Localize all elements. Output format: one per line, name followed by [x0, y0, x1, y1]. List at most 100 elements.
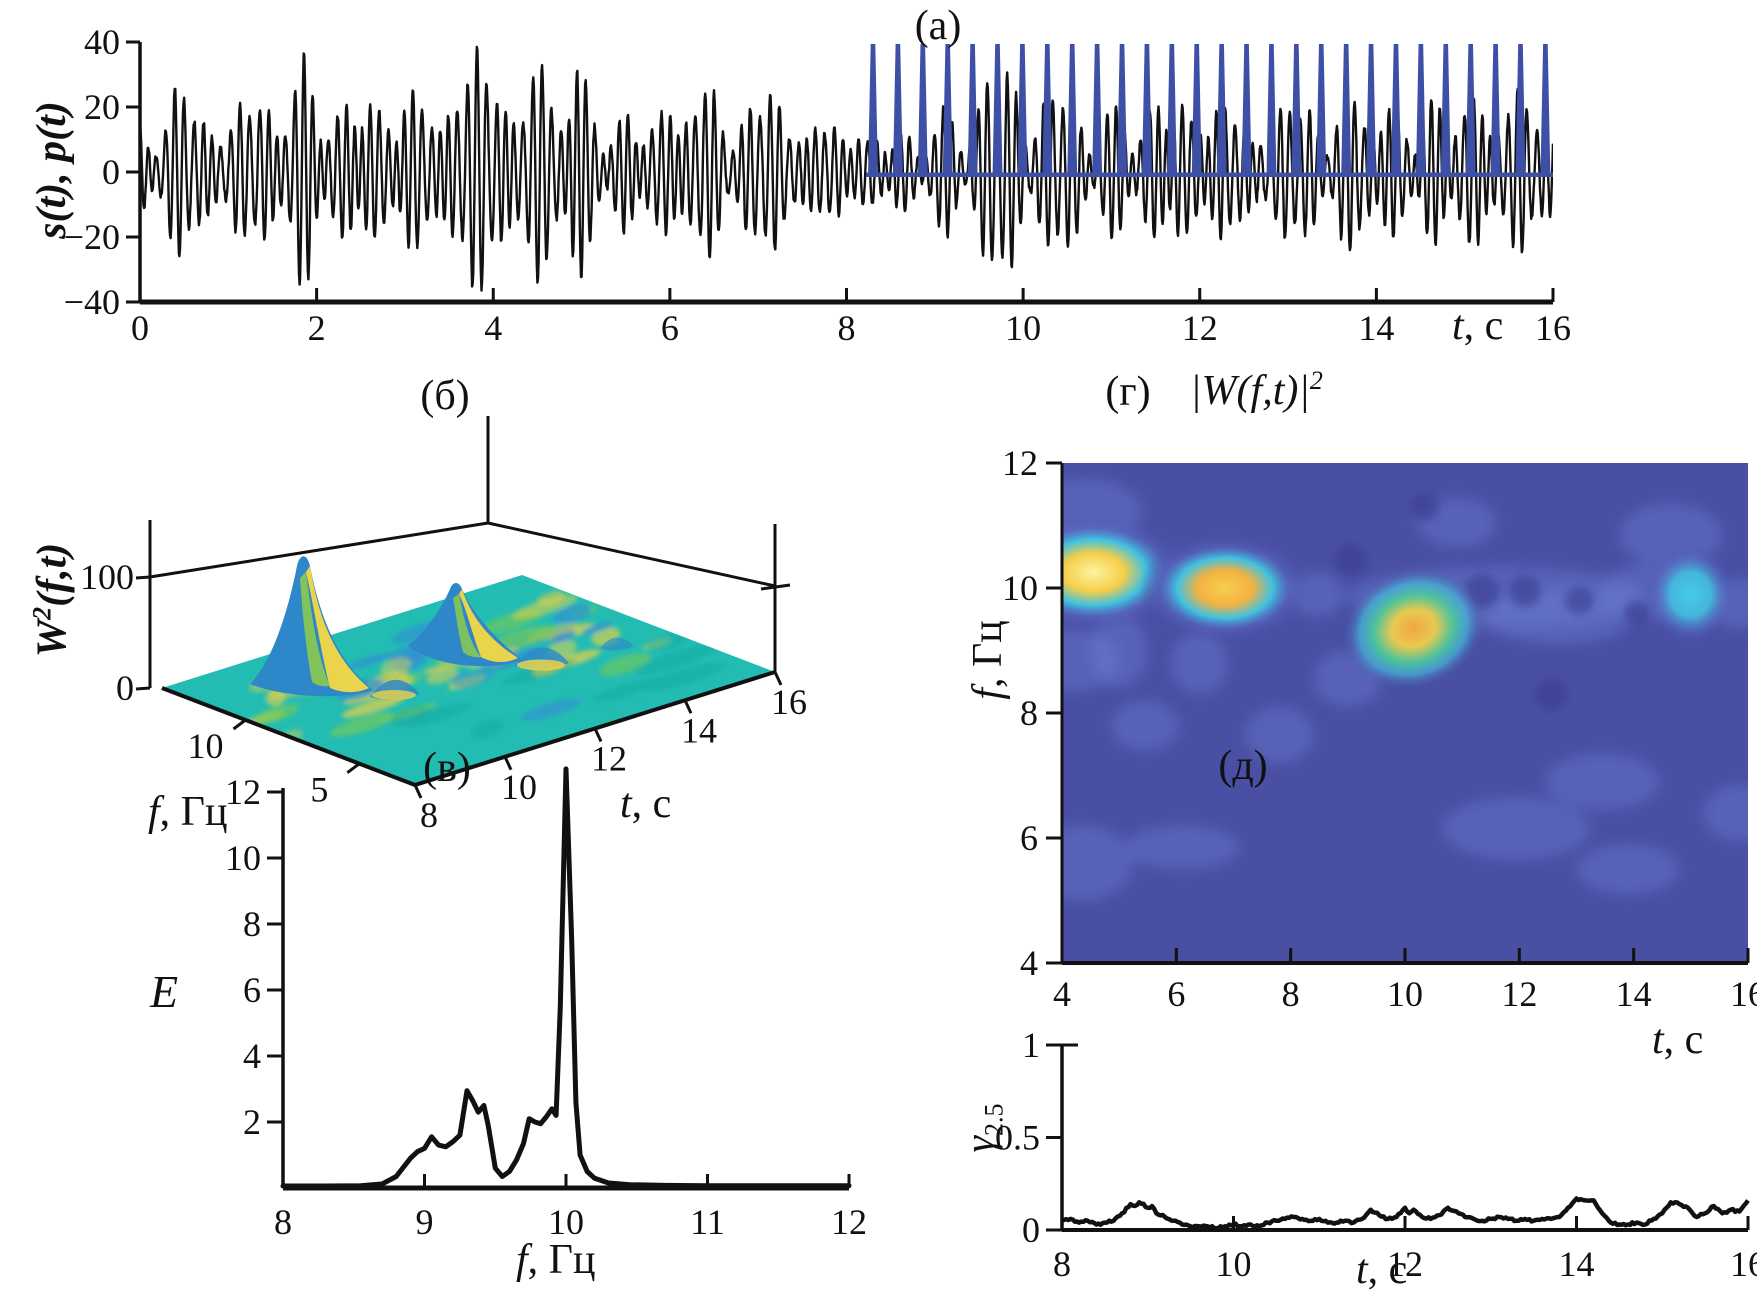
z-tick: [135, 575, 151, 580]
panel-v-energy-spectrum-plot: 2 4 6 8 10 12 8 9 10 11 12: [225, 766, 867, 1242]
panel-b-tlabel: t, c: [620, 780, 671, 828]
panel-b-label: (б): [420, 373, 470, 419]
x-tick-label: 16: [1730, 974, 1757, 1014]
x-tick-label: 12: [831, 1202, 867, 1242]
heatmap-field: [1062, 463, 1748, 963]
t-tick: [593, 727, 603, 743]
panel-d-label: (д): [1218, 743, 1268, 789]
peak-2-stripe: [453, 594, 481, 658]
t-tick: [773, 671, 783, 686]
t-tick: [413, 784, 423, 799]
panel-g-xlabel-unit: , c: [1663, 1017, 1704, 1063]
texture-streak: [646, 662, 726, 691]
z-tick-label: 0: [116, 668, 134, 708]
heatmap-faint-patch: [1442, 797, 1591, 860]
panel-g-ylabel-unit: , Гц: [965, 620, 1011, 689]
y-tick-label: 0.5: [995, 1118, 1040, 1158]
texture-blob: [380, 657, 412, 676]
signal-clip-group: [140, 45, 1553, 292]
panel-b-flabel-unit: , Гц: [159, 789, 228, 835]
pulse-spike: [1440, 44, 1451, 177]
panel-g-xlabel: t, c: [1652, 1016, 1703, 1064]
foothill: [600, 637, 634, 651]
panel-d-ylabel: γ2.5: [956, 1103, 1009, 1152]
gamma-curve: [1061, 1196, 1750, 1231]
heatmap-hotspot: [1645, 544, 1737, 645]
panel-a-xlabel-unit: , c: [1463, 303, 1504, 349]
x-tick-label: 8: [1282, 974, 1300, 1014]
panel-a-label: (a): [914, 3, 962, 49]
panel-g-label: (г): [1105, 369, 1151, 415]
panel-g-title-sup: 2: [1309, 366, 1323, 395]
pulse-spike: [1042, 44, 1053, 177]
panel-v-xlabel-unit: , Гц: [527, 1237, 596, 1283]
panel-g-ylabel: f, Гц: [964, 620, 1012, 699]
y-tick-label: 8: [243, 904, 261, 944]
x-tick-label: 12: [1501, 974, 1537, 1014]
texture-blob: [330, 712, 396, 737]
x-tick-label: 14: [1358, 308, 1394, 348]
pulse-spike: [1166, 44, 1177, 177]
t-tick-label: 8: [420, 795, 438, 835]
panel-b-zlabel-rest: (f,t): [29, 542, 76, 607]
texture-blob: [536, 590, 566, 607]
y-tick-label: −40: [64, 282, 120, 322]
panel-v-xlabel-var: f: [516, 1237, 528, 1283]
texture-blob: [255, 703, 300, 724]
pulse-spike: [942, 44, 953, 177]
pulse-clip-group: [865, 44, 1553, 177]
heatmap-dark-spot: [1534, 678, 1567, 710]
texture-blob: [599, 652, 652, 676]
heatmap-faint-patch: [1576, 844, 1680, 895]
foothill-ridge: [517, 659, 565, 671]
heatmap-faint-patch: [1702, 784, 1748, 842]
x-tick-label: 8: [274, 1202, 292, 1242]
peak-2-flank: [459, 589, 518, 663]
x-tick-label: 4: [484, 308, 502, 348]
pulse-spike: [1141, 44, 1152, 177]
panel-g-title-main: |W(f,t)|: [1190, 368, 1310, 414]
y-tick-label: 1: [1022, 1025, 1040, 1065]
pulse-spike: [1067, 44, 1078, 177]
texture-blob: [520, 698, 581, 722]
x-tick-label: 9: [416, 1202, 434, 1242]
pulse-spike: [1366, 44, 1377, 177]
heatmap-hotspot: [1341, 567, 1486, 691]
x-tick-label: 10: [1216, 1244, 1252, 1284]
pulse-spike: [867, 44, 878, 177]
y-tick-label: 6: [1020, 818, 1038, 858]
x-tick-label: 0: [131, 308, 149, 348]
x-tick-label: 10: [548, 1202, 584, 1242]
pulse-spike: [1216, 44, 1227, 177]
panel-g-xlabel-var: t: [1652, 1017, 1664, 1063]
panel-b-zlabel-base: W: [29, 619, 76, 658]
y-tick-label: 12: [1002, 443, 1038, 483]
heatmap-faint-patch: [1062, 825, 1134, 901]
f-axis-spine: [161, 686, 416, 787]
panel-b-tlabel-var: t: [620, 781, 632, 827]
pulse-spike: [892, 44, 903, 177]
panel-d-xlabel-unit: , c: [1367, 1247, 1408, 1293]
x-tick-label: 14: [1616, 974, 1652, 1014]
y-tick-label: −20: [64, 217, 120, 257]
f-tick: [346, 762, 361, 774]
x-tick-label: 10: [1387, 974, 1423, 1014]
box-right-tick: [760, 583, 791, 591]
x-tick-label: 11: [690, 1202, 725, 1242]
heatmap-dark-spot: [1410, 492, 1440, 521]
t-tick-label: 14: [681, 710, 717, 750]
y-tick-label: 10: [225, 838, 261, 878]
peak-1-stripe: [300, 572, 330, 687]
x-tick-label: 12: [1387, 1244, 1423, 1284]
x-tick-label: 8: [1053, 1244, 1071, 1284]
pulse-spike: [1540, 44, 1551, 177]
panel-d-xlabel-var: t: [1356, 1247, 1368, 1293]
signal-s-curve: [140, 45, 1553, 292]
x-tick-label: 4: [1053, 974, 1071, 1014]
y-tick-label: 10: [1002, 568, 1038, 608]
x-tick-label: 12: [1182, 308, 1218, 348]
y-tick-label: 8: [1020, 693, 1038, 733]
t-tick-label: 10: [501, 767, 537, 807]
heatmap-dark-spot: [1509, 575, 1542, 607]
panel-b-tlabel-unit: , c: [631, 781, 672, 827]
